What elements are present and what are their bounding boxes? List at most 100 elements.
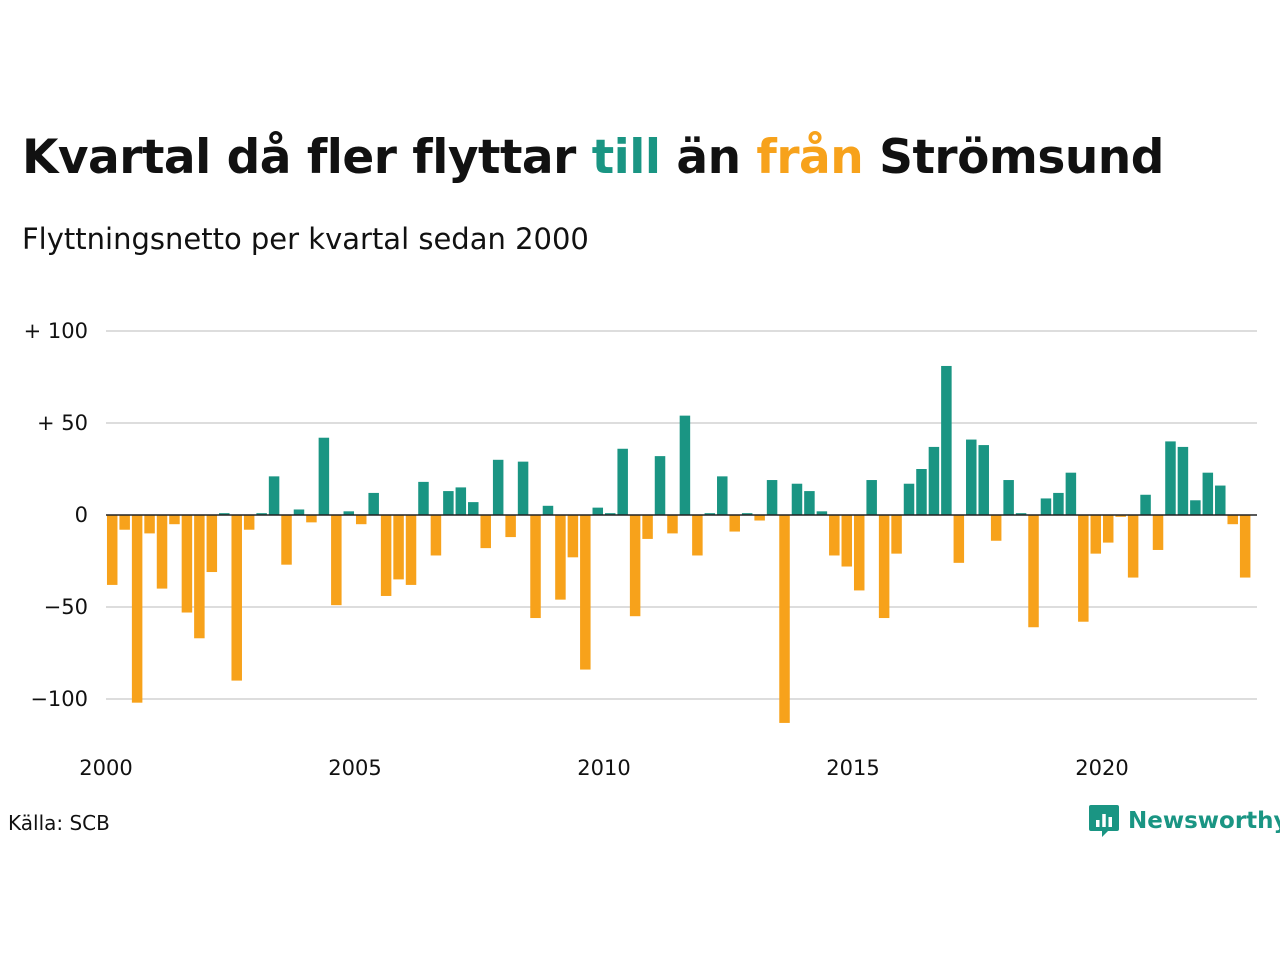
bar <box>530 515 541 619</box>
bar <box>642 515 653 539</box>
bar <box>779 515 790 723</box>
bar <box>1215 485 1226 515</box>
bar <box>1202 472 1214 515</box>
bar <box>990 515 1002 541</box>
bar <box>604 513 616 515</box>
bar <box>418 481 429 515</box>
bar <box>1177 446 1189 515</box>
bar <box>405 515 417 585</box>
bar <box>480 515 491 549</box>
chart-subtitle: Flyttningsnetto per kvartal sedan 2000 <box>22 222 589 256</box>
bar <box>119 515 130 530</box>
bar <box>243 515 255 530</box>
bar <box>268 476 280 515</box>
x-tick-label: 2000 <box>79 756 132 780</box>
bar <box>1090 515 1102 554</box>
bar <box>829 515 840 556</box>
bar <box>181 515 193 613</box>
bar <box>1078 515 1089 622</box>
bar <box>1239 515 1251 578</box>
bar <box>343 511 355 515</box>
bar <box>1028 515 1039 628</box>
bar <box>106 515 118 585</box>
bar <box>916 469 927 515</box>
bar <box>194 515 205 639</box>
x-tick-label: 2010 <box>577 756 630 780</box>
bar <box>1152 515 1164 550</box>
bar <box>1040 498 1052 515</box>
bar <box>306 515 317 523</box>
bar <box>331 515 342 606</box>
bar <box>580 515 591 670</box>
y-tick-label: −100 <box>30 687 88 711</box>
title-part-5: Strömsund <box>863 130 1164 185</box>
bar <box>1065 472 1077 515</box>
x-tick-label: 2015 <box>826 756 879 780</box>
bar <box>816 511 828 515</box>
bar <box>704 513 716 515</box>
bar <box>567 515 579 558</box>
bar <box>729 515 740 532</box>
bar <box>629 515 641 617</box>
bar <box>430 515 442 556</box>
bar <box>517 461 529 515</box>
newsworthy-logo-icon <box>1089 805 1119 837</box>
y-tick-label: + 50 <box>37 411 88 435</box>
title-part-1: Kvartal då fler flyttar <box>22 130 592 185</box>
bar <box>878 515 890 619</box>
x-tick-label: 2005 <box>328 756 381 780</box>
title-part-3: än <box>660 130 757 185</box>
bar <box>468 502 479 515</box>
bar <box>555 515 566 600</box>
bar <box>542 505 554 515</box>
bar <box>692 515 703 556</box>
bar <box>1140 494 1151 515</box>
brand-name: Newsworthy <box>1128 808 1280 834</box>
bar <box>1165 441 1176 515</box>
y-tick-label: 0 <box>75 503 88 527</box>
bar <box>1115 515 1126 517</box>
source-note: Källa: SCB <box>8 811 110 835</box>
y-tick-label: + 100 <box>24 319 88 343</box>
bar <box>754 515 765 521</box>
y-tick-label: −50 <box>44 595 88 619</box>
bar <box>592 507 604 515</box>
bar <box>853 515 865 591</box>
bar <box>766 480 778 515</box>
bar <box>1190 500 1201 515</box>
bar <box>318 437 330 515</box>
bar <box>293 509 305 515</box>
bar <box>393 515 404 580</box>
bar <box>1003 480 1014 515</box>
bar <box>492 459 504 515</box>
newsworthy-logo: Newsworthy <box>1088 803 1280 839</box>
gridlines <box>106 330 1257 700</box>
bar <box>443 491 454 515</box>
bar <box>144 515 155 534</box>
bar <box>505 515 516 538</box>
bar <box>966 439 977 515</box>
bar <box>941 365 952 515</box>
title-keyword-fran: från <box>756 130 864 185</box>
bar <box>741 513 753 515</box>
bar <box>1227 515 1238 525</box>
bar <box>667 515 678 534</box>
x-axis-labels: 2000 2005 2010 2015 2020 <box>79 756 1128 780</box>
bar <box>455 487 467 515</box>
bar <box>169 515 180 525</box>
bar <box>679 415 691 515</box>
bar <box>791 483 803 515</box>
bar <box>978 445 989 515</box>
bar <box>219 513 230 515</box>
bar <box>380 515 392 596</box>
bar <box>953 515 965 563</box>
bar <box>866 480 877 515</box>
bar <box>156 515 168 589</box>
x-tick-label: 2020 <box>1075 756 1128 780</box>
bar <box>617 448 628 515</box>
bar <box>928 446 940 515</box>
bar <box>231 515 242 681</box>
bar <box>256 513 267 515</box>
bar <box>804 491 815 515</box>
bar <box>355 515 367 525</box>
